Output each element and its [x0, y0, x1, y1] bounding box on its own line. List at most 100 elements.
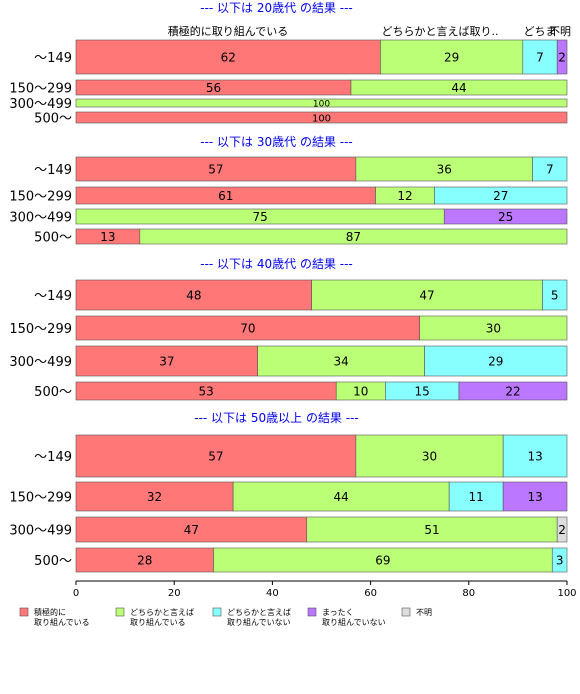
bar-segment [355, 434, 504, 478]
data-label: 3 [556, 554, 564, 568]
row-label: 150～299 [9, 322, 72, 337]
row-label: 500～ [34, 112, 72, 127]
row-label: 500～ [34, 231, 72, 246]
bar-segment [502, 434, 568, 478]
data-label: 53 [198, 385, 213, 399]
legend-label: 取り組んでいる [34, 617, 90, 627]
legend-swatch [401, 607, 411, 617]
group-title: --- 以下は 20歳代 の結果 --- [200, 1, 353, 15]
group-title: --- 以下は 50歳以上 の結果 --- [194, 411, 359, 425]
row-label: ～149 [34, 163, 72, 178]
bar-segment [350, 79, 568, 96]
legend-swatch [115, 607, 125, 617]
legend-label: どちらかと言えば [227, 607, 291, 617]
data-label: 10 [353, 385, 368, 399]
bar-segment [75, 156, 357, 182]
bar-segment [502, 481, 568, 512]
data-label: 25 [498, 210, 513, 224]
bar-segment [306, 516, 558, 543]
data-label: 57 [208, 163, 223, 177]
data-label: 7 [536, 51, 544, 65]
legend-swatch [212, 607, 222, 617]
bar-segment [75, 481, 234, 512]
legend-swatch [307, 607, 317, 617]
bar-segment [380, 39, 524, 75]
data-label: 100 [312, 113, 331, 124]
bar-segment [75, 434, 357, 478]
row-label: ～149 [34, 450, 72, 465]
data-label: 32 [147, 490, 162, 504]
data-label: 30 [486, 322, 501, 336]
data-label: 75 [252, 210, 267, 224]
legend-swatch [19, 607, 29, 617]
column-header: どちらかと言えば取り.. [382, 25, 499, 38]
bar-segment [75, 547, 214, 573]
bar-segment [75, 516, 308, 543]
bar-segment [75, 315, 421, 341]
data-label: 7 [546, 163, 554, 177]
legend-label: まったく [322, 608, 354, 617]
data-label: 48 [186, 289, 201, 303]
data-label: 27 [493, 189, 508, 203]
data-label: 22 [505, 385, 520, 399]
data-label: 13 [527, 490, 542, 504]
data-label: 5 [551, 289, 559, 303]
x-tick-label: 100 [557, 588, 576, 599]
data-label: 56 [206, 81, 221, 95]
bar-segment [434, 186, 568, 205]
row-label: 150～299 [9, 190, 72, 205]
data-label: 11 [469, 490, 484, 504]
legend-label: 積極的に [34, 607, 66, 617]
row-label: 150～299 [9, 491, 72, 506]
row-label: 300～499 [9, 524, 72, 539]
row-label: 150～299 [9, 82, 72, 97]
group-title: --- 以下は 30歳代 の結果 --- [200, 135, 353, 149]
row-label: 500～ [34, 554, 72, 569]
data-label: 47 [184, 523, 199, 537]
row-label: 300～499 [9, 97, 72, 112]
bar-segment [424, 345, 568, 377]
legend-label: 不明 [416, 608, 432, 617]
bar-segment [311, 279, 543, 311]
data-label: 44 [333, 490, 348, 504]
legend-label: 取り組んでいない [227, 617, 291, 627]
column-header: 不明 [549, 25, 571, 38]
data-label: 2 [558, 51, 566, 65]
bar-segment [257, 345, 425, 377]
data-label: 61 [218, 189, 233, 203]
row-label: 300～499 [9, 211, 72, 226]
data-label: 47 [419, 289, 434, 303]
data-label: 29 [488, 355, 503, 369]
bar-segment [75, 279, 312, 311]
bar-segment [532, 156, 568, 182]
bar-segment [556, 39, 568, 75]
data-label: 2 [558, 523, 566, 537]
group-title: --- 以下は 40歳代 の結果 --- [200, 257, 353, 271]
legend-label: 取り組んでいない [322, 617, 386, 627]
data-label: 69 [375, 554, 390, 568]
data-label: 12 [397, 189, 412, 203]
data-label: 30 [422, 450, 437, 464]
data-label: 28 [137, 554, 152, 568]
bar-segment [75, 345, 258, 377]
column-header: 積極的に取り組んでいる [168, 24, 288, 38]
row-label: ～149 [34, 51, 72, 66]
x-tick-label: 0 [73, 588, 79, 599]
data-label: 15 [415, 385, 430, 399]
bar-segment [443, 208, 568, 225]
data-label: 100 [313, 99, 330, 109]
x-tick-label: 80 [462, 588, 475, 599]
data-label: 70 [240, 322, 255, 336]
data-label: 87 [346, 230, 361, 244]
bar-segment [75, 98, 568, 108]
bar-segment [75, 111, 568, 124]
row-label: 300～499 [9, 355, 72, 370]
data-label: 51 [424, 523, 439, 537]
x-tick-label: 40 [266, 588, 279, 599]
bar-segment [458, 381, 568, 401]
bar-segment [556, 516, 568, 543]
bar-segment [139, 228, 568, 245]
bar-segment [419, 315, 568, 341]
data-label: 44 [451, 81, 466, 95]
